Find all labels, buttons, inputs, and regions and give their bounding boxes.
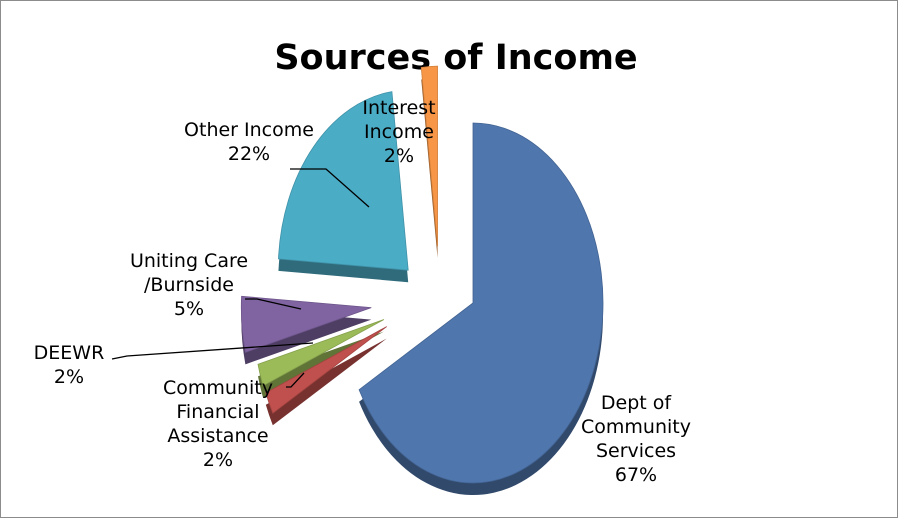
data-label-interest-income: Interest Income 2% — [362, 97, 435, 167]
pie-slice-uniting-care-burnside — [240, 295, 372, 353]
pie-slice-side-community-financial-assistance — [265, 338, 387, 426]
leader-line-community-financial-assistance — [286, 372, 305, 388]
pie-slice-interest-income — [420, 65, 438, 247]
leader-line-uniting-care-burnside — [245, 298, 302, 310]
leader-line-deewr — [111, 342, 314, 360]
data-label-community-financial-assistance: Community Financial Assistance 2% — [163, 377, 273, 471]
data-label-dept-community-services: Dept of Community Services 67% — [581, 392, 691, 486]
data-label-uniting-care-burnside: Uniting Care/Burnside 5% — [130, 250, 248, 320]
data-label-deewr: DEEWR 2% — [34, 342, 105, 388]
pie-slice-dept-community-services — [358, 122, 604, 484]
pie-slice-deewr — [257, 319, 385, 387]
chart-title: Sources of Income — [274, 38, 637, 78]
pie-slice-community-financial-assistance — [265, 326, 387, 414]
data-label-other-income: Other Income 22% — [184, 119, 314, 165]
pie-slice-other-income — [278, 91, 409, 271]
leader-line-other-income — [290, 168, 370, 208]
